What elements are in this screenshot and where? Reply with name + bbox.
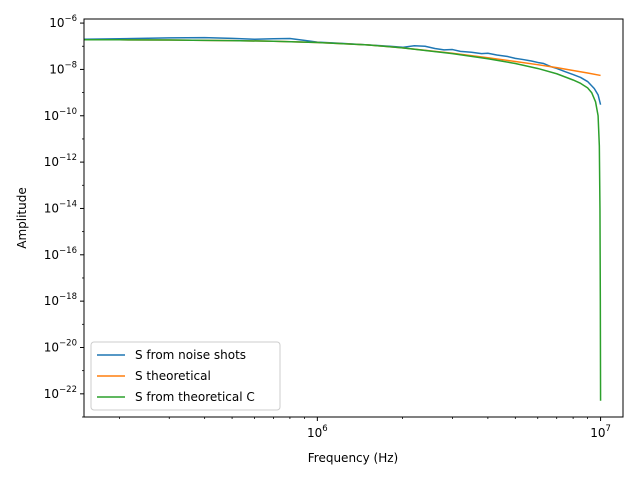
y-tick-label-1: 10−22 xyxy=(44,385,77,401)
plot-frame xyxy=(83,18,624,418)
series-layer xyxy=(84,36,602,401)
legend-box xyxy=(90,341,281,411)
y-tick-label-4: 10−16 xyxy=(44,246,77,262)
x-tick-label-1: 106 xyxy=(307,424,328,440)
y-tick-label-5: 10−14 xyxy=(44,199,77,215)
x-axis-ticks: 106 107 xyxy=(118,417,611,440)
y-tick-label-2: 10−20 xyxy=(44,338,77,354)
y-tick-label-7: 10−10 xyxy=(44,107,77,123)
y-axis-ticks: 10−22 10−20 10−18 10−16 10−14 10−12 10−10 10−8 1… xyxy=(44,14,84,418)
legend-label-1: S from noise shots xyxy=(135,348,246,362)
x-axis-label: Frequency (Hz) xyxy=(308,451,399,465)
series-line-3 xyxy=(84,39,602,401)
legend-label-2: S theoretical xyxy=(135,369,211,383)
legend-label-3: S from theoretical C xyxy=(135,390,255,404)
x-tick-label-2: 107 xyxy=(590,424,611,440)
legend: S from noise shots S theoretical S from th… xyxy=(90,341,281,411)
y-axis-label: Amplitude xyxy=(15,187,29,249)
y-tick-label-6: 10−12 xyxy=(44,153,77,169)
y-tick-label-3: 10−18 xyxy=(44,292,77,308)
y-tick-label-9: 10−6 xyxy=(49,14,77,30)
series-line-1 xyxy=(84,36,602,105)
y-tick-label-8: 10−8 xyxy=(49,60,77,76)
